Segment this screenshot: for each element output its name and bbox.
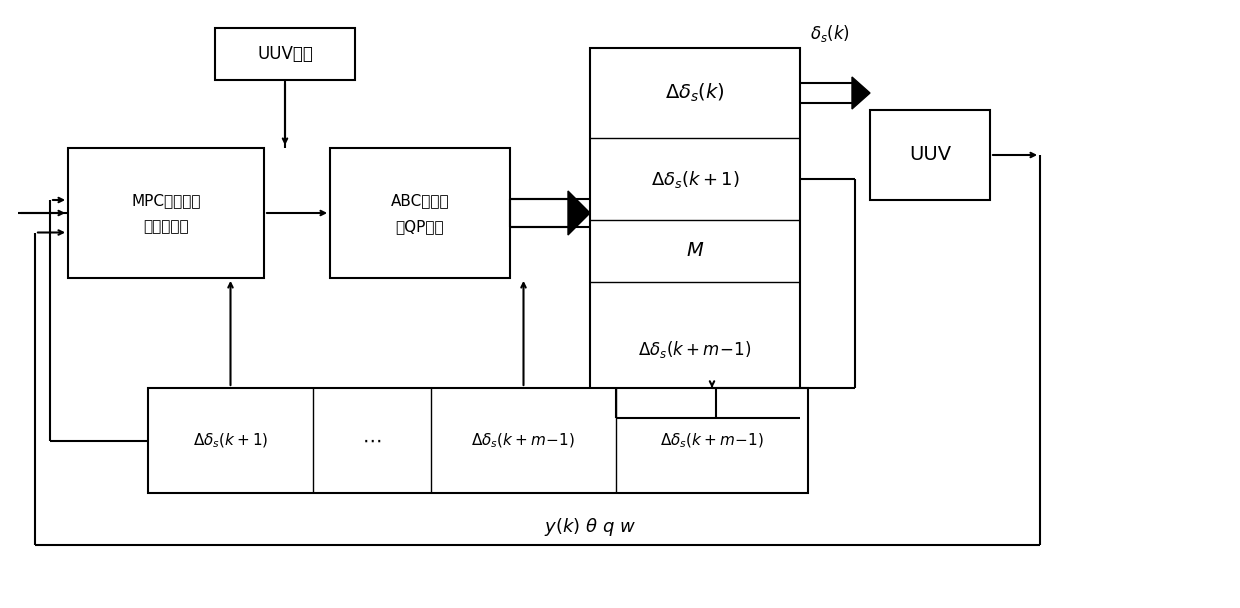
Text: $y(k)\ \theta\ q\ w$: $y(k)\ \theta\ q\ w$ <box>544 516 636 538</box>
Polygon shape <box>568 191 590 235</box>
Polygon shape <box>852 77 870 109</box>
Text: $\Delta\delta_s(k+1)$: $\Delta\delta_s(k+1)$ <box>192 431 268 450</box>
Bar <box>330 148 510 278</box>
Text: $\delta_s(k)$: $\delta_s(k)$ <box>810 22 849 44</box>
Text: $\Delta\delta_s(k+m\!-\!1)$: $\Delta\delta_s(k+m\!-\!1)$ <box>660 431 764 450</box>
Bar <box>590 48 800 418</box>
Text: $\Delta\delta_s(k+m\!-\!1)$: $\Delta\delta_s(k+m\!-\!1)$ <box>471 431 575 450</box>
Text: $\Delta\delta_s(k)$: $\Delta\delta_s(k)$ <box>665 82 725 104</box>
Bar <box>215 28 355 80</box>
Text: 描述及转化: 描述及转化 <box>143 219 188 235</box>
Bar <box>148 388 808 493</box>
Text: $\Delta\delta_s(k+m\!-\!1)$: $\Delta\delta_s(k+m\!-\!1)$ <box>639 339 751 361</box>
Bar <box>870 110 990 200</box>
Text: UUV: UUV <box>909 145 951 165</box>
Text: ABC求解约: ABC求解约 <box>391 193 449 209</box>
Bar <box>68 148 264 278</box>
Text: 束QP问题: 束QP问题 <box>396 219 444 235</box>
Text: $\Delta\delta_s(k+1)$: $\Delta\delta_s(k+1)$ <box>651 168 739 190</box>
Text: UUV模型: UUV模型 <box>257 45 312 63</box>
Text: $M$: $M$ <box>686 241 704 260</box>
Text: $\cdots$: $\cdots$ <box>362 431 382 450</box>
Text: MPC优化问题: MPC优化问题 <box>131 193 201 209</box>
